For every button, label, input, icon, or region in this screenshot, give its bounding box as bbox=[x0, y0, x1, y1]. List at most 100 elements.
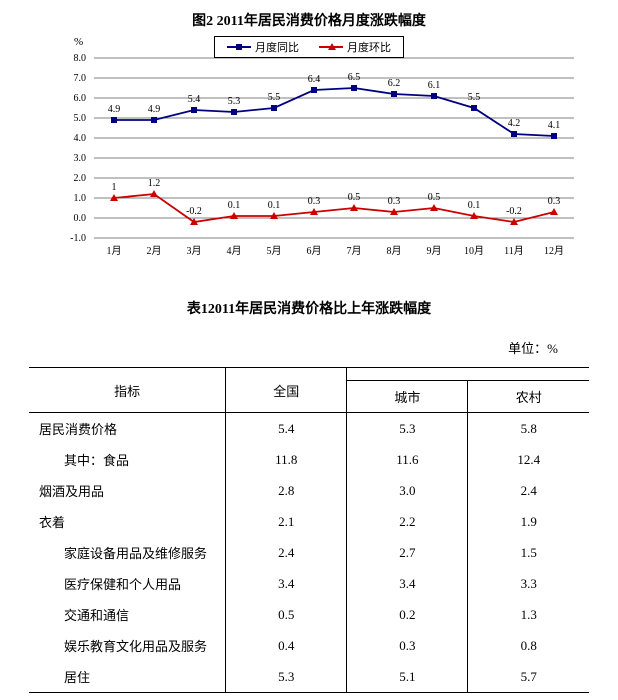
svg-text:0.3: 0.3 bbox=[548, 196, 561, 207]
table-row: 居民消费价格5.45.35.8 bbox=[29, 413, 589, 445]
table-row: 衣着2.12.21.9 bbox=[29, 506, 589, 537]
svg-text:5.0: 5.0 bbox=[74, 113, 87, 124]
svg-text:0.3: 0.3 bbox=[308, 196, 321, 207]
svg-text:1.2: 1.2 bbox=[148, 178, 161, 189]
svg-text:1: 1 bbox=[112, 182, 117, 193]
table-row: 家庭设备用品及维修服务2.42.71.5 bbox=[29, 537, 589, 568]
cell-urban: 2.7 bbox=[347, 537, 468, 568]
svg-text:5.3: 5.3 bbox=[228, 96, 241, 107]
cell-rural: 5.7 bbox=[468, 661, 589, 693]
cell-indicator: 其中：食品 bbox=[29, 444, 226, 475]
svg-text:4.9: 4.9 bbox=[148, 104, 161, 115]
cell-indicator: 家庭设备用品及维修服务 bbox=[29, 537, 226, 568]
cell-urban: 5.1 bbox=[347, 661, 468, 693]
cell-national: 0.4 bbox=[226, 630, 347, 661]
cell-rural: 1.5 bbox=[468, 537, 589, 568]
svg-text:6.0: 6.0 bbox=[74, 93, 87, 104]
svg-text:11月: 11月 bbox=[504, 245, 524, 257]
svg-text:0.5: 0.5 bbox=[428, 192, 441, 203]
cell-rural: 3.3 bbox=[468, 568, 589, 599]
table-unit: 单位：% bbox=[20, 338, 598, 357]
table-row: 烟酒及用品2.83.02.4 bbox=[29, 475, 589, 506]
cell-national: 2.8 bbox=[226, 475, 347, 506]
data-table: 指标 全国 城市 农村 居民消费价格5.45.35.8其中：食品11.811.6… bbox=[29, 367, 589, 693]
cell-national: 11.8 bbox=[226, 444, 347, 475]
svg-text:5.5: 5.5 bbox=[268, 92, 281, 103]
col-rural: 农村 bbox=[468, 381, 589, 413]
table-row: 居住5.35.15.7 bbox=[29, 661, 589, 693]
cell-national: 2.4 bbox=[226, 537, 347, 568]
col-indicator: 指标 bbox=[29, 368, 226, 413]
svg-text:4.2: 4.2 bbox=[508, 118, 521, 129]
svg-text:4月: 4月 bbox=[227, 245, 242, 257]
svg-text:12月: 12月 bbox=[544, 245, 564, 257]
svg-text:8月: 8月 bbox=[387, 245, 402, 257]
chart-title: 图2 2011年居民消费价格月度涨跌幅度 bbox=[20, 10, 598, 30]
svg-text:6.4: 6.4 bbox=[308, 74, 321, 85]
svg-text:-0.2: -0.2 bbox=[186, 206, 202, 217]
table-row: 交通和通信0.50.21.3 bbox=[29, 599, 589, 630]
cell-indicator: 烟酒及用品 bbox=[29, 475, 226, 506]
svg-text:0.5: 0.5 bbox=[348, 192, 361, 203]
cell-urban: 0.2 bbox=[347, 599, 468, 630]
svg-text:0.0: 0.0 bbox=[74, 213, 87, 224]
svg-text:9月: 9月 bbox=[427, 245, 442, 257]
cell-national: 5.3 bbox=[226, 661, 347, 693]
svg-text:6.2: 6.2 bbox=[388, 78, 401, 89]
svg-text:5.5: 5.5 bbox=[468, 92, 481, 103]
chart-legend: 月度同比 月度环比 bbox=[214, 36, 404, 58]
svg-text:6月: 6月 bbox=[307, 245, 322, 257]
cell-indicator: 居住 bbox=[29, 661, 226, 693]
cell-urban: 0.3 bbox=[347, 630, 468, 661]
svg-text:2.0: 2.0 bbox=[74, 173, 87, 184]
svg-text:3月: 3月 bbox=[187, 245, 202, 257]
svg-text:5.4: 5.4 bbox=[188, 94, 201, 105]
legend-item-mom: 月度环比 bbox=[319, 39, 391, 55]
cell-urban: 3.0 bbox=[347, 475, 468, 506]
table-row: 娱乐教育文化用品及服务0.40.30.8 bbox=[29, 630, 589, 661]
cell-rural: 1.9 bbox=[468, 506, 589, 537]
svg-text:-1.0: -1.0 bbox=[70, 233, 86, 244]
chart-svg: -1.00.01.02.03.04.05.06.07.08.01月2月3月4月5… bbox=[39, 53, 579, 268]
chart-container: % 月度同比 月度环比 -1.0 0.0 1.0 2.0 3.0 4.0 5.0 6.0 7.0… bbox=[39, 38, 579, 268]
cell-urban: 2.2 bbox=[347, 506, 468, 537]
svg-text:0.1: 0.1 bbox=[468, 200, 481, 211]
cell-rural: 5.8 bbox=[468, 413, 589, 445]
y-axis-unit: % bbox=[74, 36, 83, 48]
svg-text:7月: 7月 bbox=[347, 245, 362, 257]
svg-text:10月: 10月 bbox=[464, 245, 484, 257]
cell-indicator: 交通和通信 bbox=[29, 599, 226, 630]
table-row: 其中：食品11.811.612.4 bbox=[29, 444, 589, 475]
cell-indicator: 衣着 bbox=[29, 506, 226, 537]
svg-text:0.3: 0.3 bbox=[388, 196, 401, 207]
svg-text:5月: 5月 bbox=[267, 245, 282, 257]
cell-national: 5.4 bbox=[226, 413, 347, 445]
svg-text:4.9: 4.9 bbox=[108, 104, 121, 115]
svg-text:6.5: 6.5 bbox=[348, 72, 361, 83]
cell-rural: 12.4 bbox=[468, 444, 589, 475]
svg-text:4.1: 4.1 bbox=[548, 120, 561, 131]
svg-text:6.1: 6.1 bbox=[428, 80, 441, 91]
svg-text:3.0: 3.0 bbox=[74, 153, 87, 164]
col-urban: 城市 bbox=[347, 381, 468, 413]
table-row: 医疗保健和个人用品3.43.43.3 bbox=[29, 568, 589, 599]
cell-urban: 11.6 bbox=[347, 444, 468, 475]
legend-item-yoy: 月度同比 bbox=[227, 39, 299, 55]
col-national: 全国 bbox=[226, 368, 347, 413]
svg-text:-0.2: -0.2 bbox=[506, 206, 522, 217]
svg-text:0.1: 0.1 bbox=[228, 200, 241, 211]
cell-urban: 5.3 bbox=[347, 413, 468, 445]
svg-text:7.0: 7.0 bbox=[74, 73, 87, 84]
cell-rural: 0.8 bbox=[468, 630, 589, 661]
svg-text:0.1: 0.1 bbox=[268, 200, 281, 211]
svg-text:2月: 2月 bbox=[147, 245, 162, 257]
svg-text:4.0: 4.0 bbox=[74, 133, 87, 144]
svg-text:1.0: 1.0 bbox=[74, 193, 87, 204]
cell-indicator: 医疗保健和个人用品 bbox=[29, 568, 226, 599]
cell-indicator: 居民消费价格 bbox=[29, 413, 226, 445]
cell-national: 3.4 bbox=[226, 568, 347, 599]
cell-urban: 3.4 bbox=[347, 568, 468, 599]
cell-rural: 1.3 bbox=[468, 599, 589, 630]
cell-rural: 2.4 bbox=[468, 475, 589, 506]
table-title: 表12011年居民消费价格比上年涨跌幅度 bbox=[20, 298, 598, 318]
